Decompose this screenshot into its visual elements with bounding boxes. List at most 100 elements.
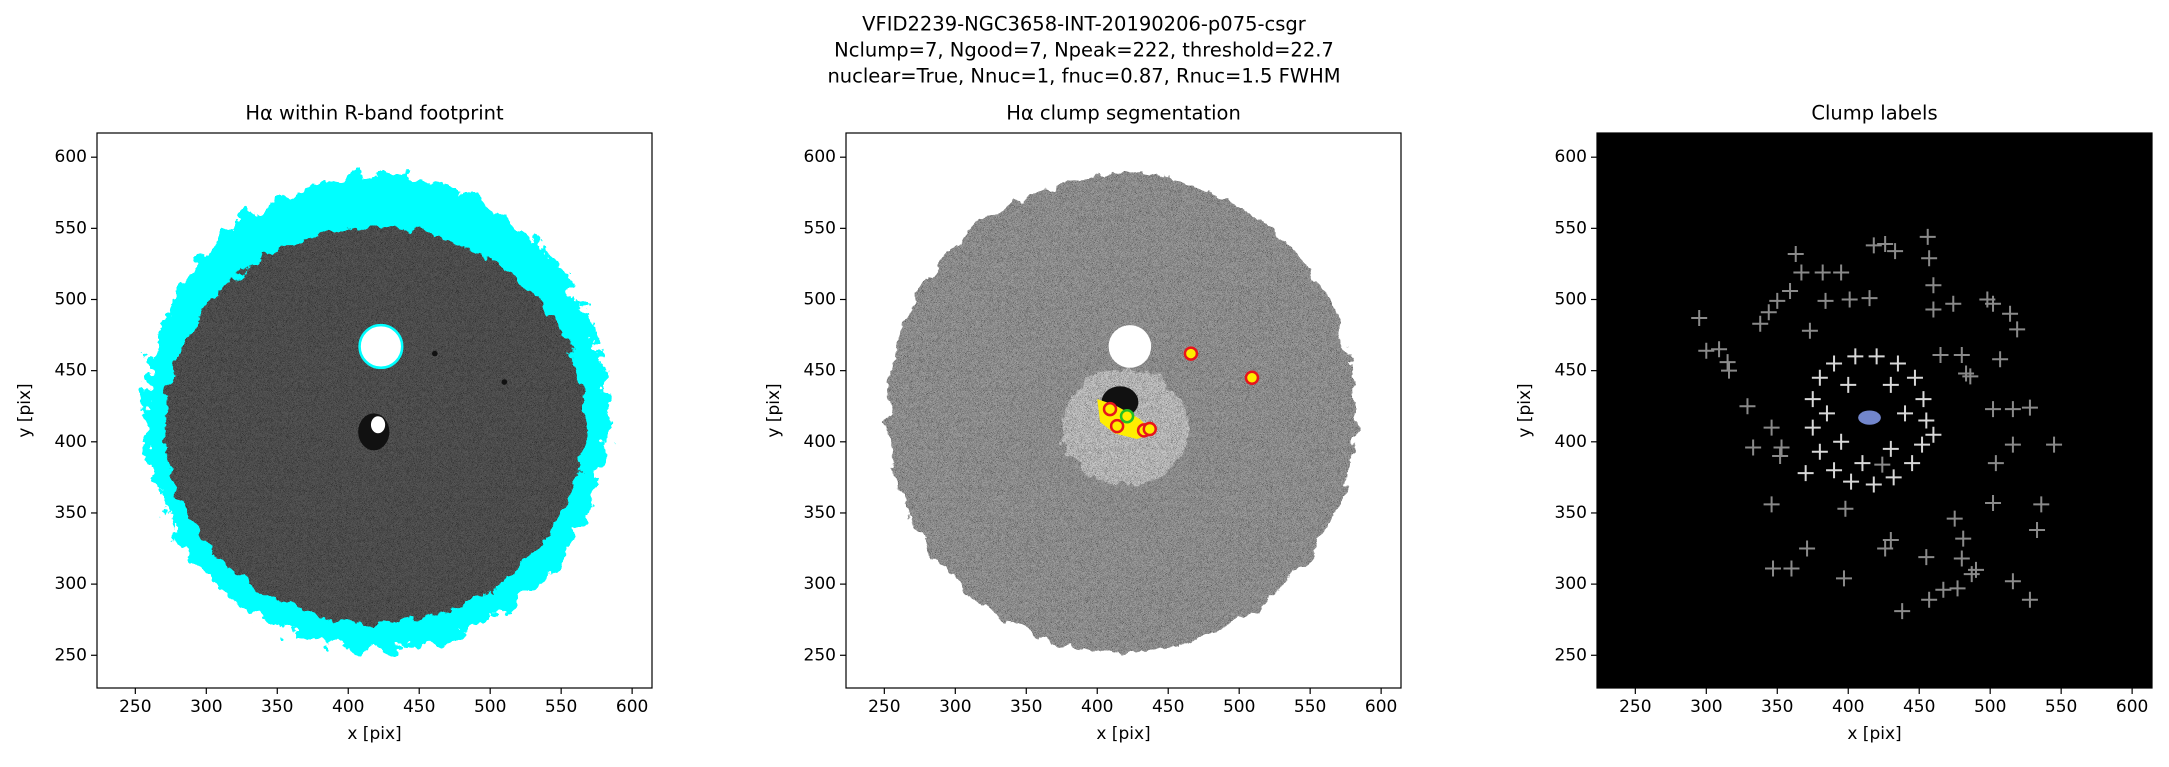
peak-marker — [1865, 476, 1882, 493]
peak-marker — [1877, 540, 1894, 557]
peak-marker — [1837, 500, 1854, 517]
x-tick-label: 400 — [332, 697, 364, 717]
peak-marker — [1811, 369, 1828, 386]
panel-title: Hα within R-band footprint — [245, 102, 504, 125]
peak-marker — [1935, 581, 1952, 598]
peak-marker — [1835, 570, 1852, 587]
y-tick-label: 300 — [804, 574, 836, 594]
peak-marker — [1765, 560, 1782, 577]
peak-marker — [1877, 236, 1894, 252]
peak-marker — [1691, 310, 1708, 326]
y-tick-label: 550 — [55, 218, 87, 238]
y-tick-label: 500 — [55, 290, 87, 310]
masked-star — [1108, 325, 1152, 368]
image — [1691, 228, 2063, 620]
peak-marker — [1932, 347, 1949, 363]
peak-marker — [1958, 365, 1975, 382]
x-axis-label: x [pix] — [1096, 724, 1150, 744]
spot — [501, 379, 508, 385]
peak-marker — [1804, 419, 1821, 436]
peak-marker — [1818, 405, 1835, 422]
x-tick-label: 300 — [190, 697, 222, 717]
x-tick-label: 350 — [1761, 697, 1793, 717]
peak-marker — [1769, 292, 1786, 309]
peak-marker — [1772, 448, 1789, 465]
y-tick-label: 450 — [804, 361, 836, 381]
peak-marker — [1793, 264, 1810, 281]
peak-marker — [1719, 354, 1736, 371]
x-tick-label: 300 — [939, 697, 971, 717]
panel-title: Clump labels — [1811, 102, 1937, 125]
image — [145, 175, 608, 651]
peak-marker — [1887, 243, 1904, 260]
peak-marker — [1804, 391, 1821, 408]
x-tick-label: 600 — [2116, 697, 2148, 717]
peak-marker — [1773, 439, 1790, 456]
y-tick-label: 550 — [804, 218, 836, 238]
y-axis-label: y [pix] — [15, 383, 35, 437]
peak-marker — [1698, 342, 1715, 359]
peak-marker — [2009, 321, 2026, 338]
x-tick-label: 550 — [1294, 697, 1326, 717]
x-axis-label: x [pix] — [347, 724, 401, 744]
peak-marker — [1918, 412, 1935, 429]
label-region — [1858, 410, 1881, 425]
y-tick-label: 550 — [1555, 218, 1587, 238]
peak-marker — [1925, 301, 1942, 318]
spot — [431, 350, 438, 357]
panel: 250 300 350 400 450 500 550 600 250 300 350 400 450 5… — [1515, 102, 2153, 744]
peak-marker — [2021, 591, 2038, 608]
peak-marker — [1925, 426, 1942, 443]
clump-marker — [1109, 418, 1125, 434]
peak-marker — [1955, 530, 1972, 547]
masked-star — [358, 323, 404, 370]
x-tick-label: 600 — [1365, 697, 1397, 717]
peak-marker — [1885, 469, 1902, 486]
peak-marker — [1752, 315, 1769, 332]
peak-marker — [1833, 433, 1850, 450]
peak-marker — [2046, 436, 2063, 453]
x-tick-label: 450 — [1152, 697, 1184, 717]
x-tick-label: 450 — [1903, 697, 1935, 717]
y-tick-label: 600 — [1555, 147, 1587, 167]
x-tick-label: 250 — [1619, 697, 1651, 717]
peak-marker — [1963, 566, 1980, 583]
peak-marker — [1987, 455, 2004, 472]
peak-marker — [1760, 304, 1777, 321]
peak-marker — [1985, 401, 2002, 418]
peak-marker — [1843, 473, 1860, 490]
peak-marker — [1985, 295, 2002, 312]
x-tick-label: 500 — [1223, 697, 1255, 717]
peak-marker — [2002, 305, 2019, 322]
peak-marker — [1894, 603, 1911, 620]
panel-title: Hα clump segmentation — [1006, 102, 1241, 125]
clump-marker — [1119, 408, 1135, 424]
y-tick-label: 250 — [804, 645, 836, 665]
x-tick-label: 550 — [545, 697, 577, 717]
y-tick-label: 400 — [804, 432, 836, 452]
peak-marker — [1833, 264, 1850, 281]
y-tick-label: 450 — [55, 361, 87, 381]
peak-marker — [1949, 580, 1966, 597]
peak-marker — [1921, 591, 1938, 608]
peak-marker — [2033, 496, 2050, 513]
y-tick-label: 300 — [55, 574, 87, 594]
peak-marker — [1889, 355, 1906, 372]
peak-marker — [1953, 347, 1970, 363]
suptitle-line: VFID2239-NGC3658-INT-20190206-p075-csgr — [862, 13, 1307, 36]
peak-marker — [1882, 440, 1899, 457]
peak-marker — [1783, 560, 1800, 577]
panel: 250 300 350 400 450 500 550 600 250 300 350 400 450 5… — [764, 102, 1402, 744]
x-tick-label: 250 — [868, 697, 900, 717]
peak-marker — [1915, 391, 1932, 408]
image-background — [1597, 133, 2152, 688]
y-tick-label: 500 — [804, 290, 836, 310]
panel: 250 300 350 400 450 500 550 600 250 300 350 400 450 5… — [15, 102, 653, 744]
peak-marker — [1763, 419, 1780, 436]
x-tick-label: 400 — [1832, 697, 1864, 717]
peak-marker — [1985, 495, 2002, 511]
peak-marker — [1801, 322, 1818, 339]
peak-marker — [1865, 237, 1882, 254]
y-tick-label: 350 — [1555, 503, 1587, 523]
peak-marker — [2004, 401, 2021, 418]
